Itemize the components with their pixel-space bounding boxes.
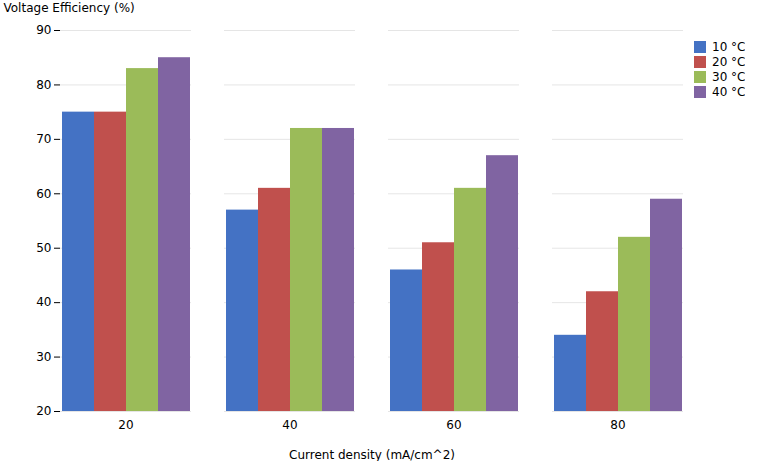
svg-text:Current density (mA/cm^2): Current density (mA/cm^2) [289, 448, 455, 461]
svg-text:90: 90 [36, 23, 51, 37]
svg-text:50: 50 [36, 241, 51, 255]
svg-text:70: 70 [36, 132, 51, 146]
svg-text:20: 20 [118, 418, 133, 432]
svg-text:Voltage Efficiency (%): Voltage Efficiency (%) [4, 1, 135, 15]
svg-text:60: 60 [36, 187, 51, 201]
svg-text:20: 20 [36, 404, 51, 418]
svg-text:30: 30 [36, 350, 51, 364]
svg-text:40: 40 [36, 295, 51, 309]
html-text:30 °C: 30 °C [712, 70, 746, 84]
svg-text:40: 40 [282, 418, 297, 432]
html-text:20 °C: 20 °C [712, 55, 746, 69]
svg-text:60: 60 [446, 418, 461, 432]
svg-text:80: 80 [610, 418, 625, 432]
svg-text:80: 80 [36, 78, 51, 92]
html-text:10 °C: 10 °C [712, 40, 746, 54]
html-text:40 °C: 40 °C [712, 85, 746, 99]
